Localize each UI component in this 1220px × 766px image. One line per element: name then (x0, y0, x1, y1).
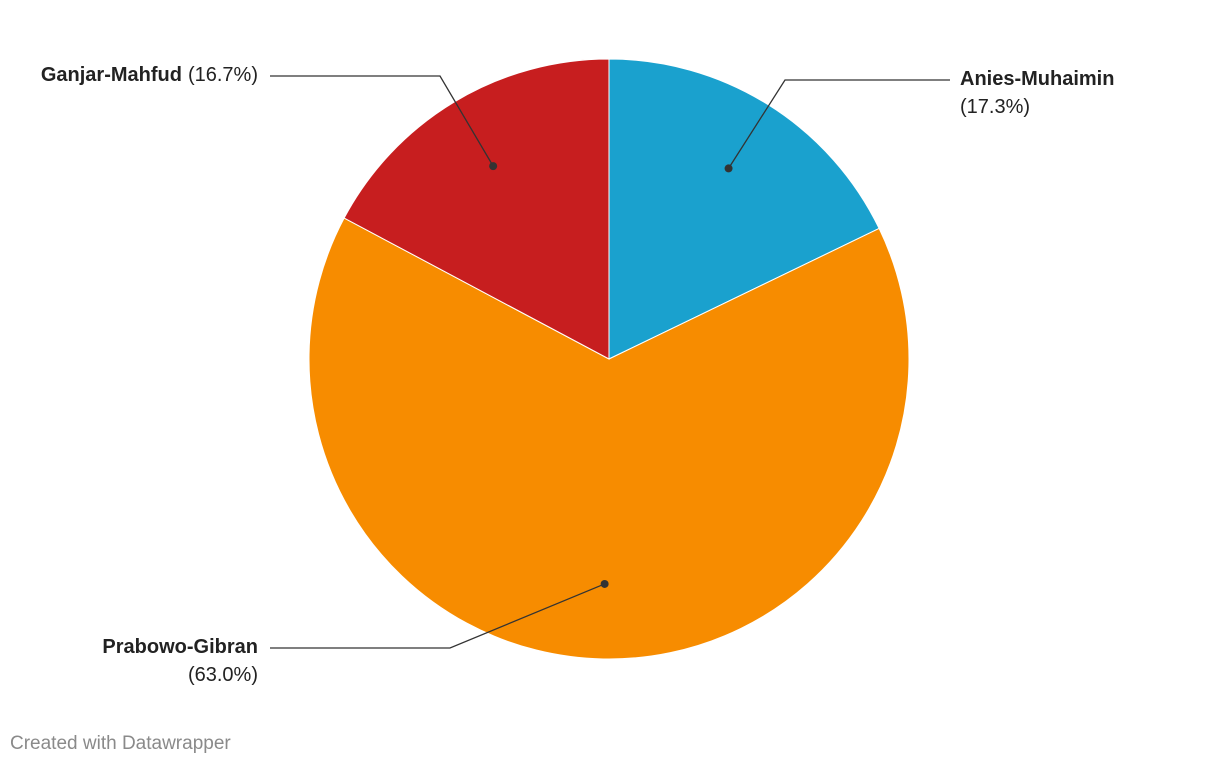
leader-dot (600, 579, 609, 588)
leader-line (270, 75, 494, 167)
pie-slice (308, 217, 910, 660)
label-name: Ganjar-Mahfud (41, 64, 182, 86)
label-value: (16.7%) (188, 64, 258, 86)
slice-label: Ganjar-Mahfud (16.7%) (41, 64, 258, 86)
label-name: Prabowo-Gibran (102, 636, 258, 658)
slice-label: Prabowo-Gibran (63.0%) (102, 636, 258, 686)
label-value: (17.3%) (960, 96, 1030, 118)
leader-dot (489, 162, 498, 171)
leader-dot (724, 164, 733, 173)
leader-line (728, 79, 950, 169)
credit: Created with Datawrapper (10, 733, 231, 754)
label-value: (63.0%) (188, 664, 258, 686)
leader-line (270, 583, 605, 649)
slice-label: Anies-Muhaimin (17.3%) (960, 68, 1114, 118)
label-name: Anies-Muhaimin (960, 68, 1114, 90)
